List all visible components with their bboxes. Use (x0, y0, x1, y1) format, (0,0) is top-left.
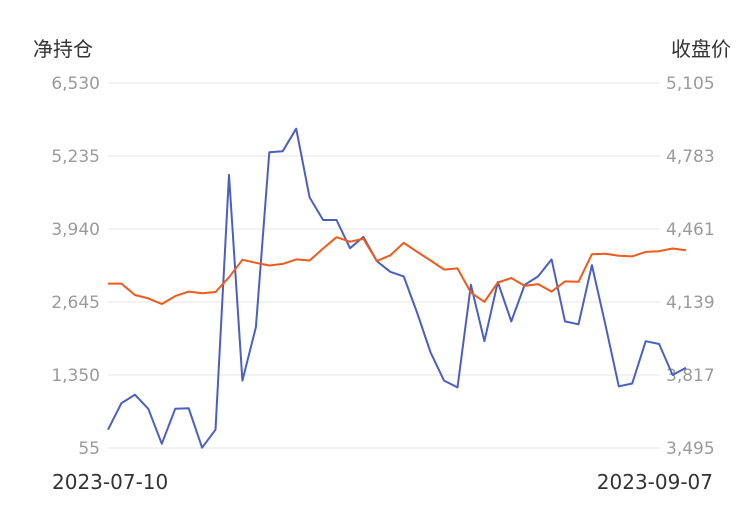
left-tick-label: 55 (78, 439, 100, 459)
right-tick-labels: 3,495 3,817 4,139 4,461 4,783 5,105 (666, 74, 715, 459)
left-tick-label: 6,530 (51, 74, 100, 94)
left-tick-label: 3,940 (51, 220, 100, 240)
right-tick-label: 4,783 (666, 147, 715, 167)
left-tick-label: 5,235 (51, 147, 100, 167)
left-tick-label: 2,645 (51, 293, 100, 313)
x-start-label: 2023-07-10 (52, 470, 168, 494)
right-tick-label: 5,105 (666, 74, 715, 94)
left-axis-title: 净持仓 (33, 37, 93, 61)
left-tick-labels: 55 1,350 2,645 3,940 5,235 6,530 (51, 74, 100, 459)
net-position-line (107, 127, 687, 449)
right-tick-label: 4,461 (666, 220, 715, 240)
right-tick-label: 3,495 (666, 439, 715, 459)
x-end-label: 2023-09-07 (597, 470, 713, 494)
right-tick-label: 3,817 (666, 366, 715, 386)
right-tick-label: 4,139 (666, 293, 715, 313)
left-tick-label: 1,350 (51, 366, 100, 386)
series-lines (107, 127, 687, 449)
right-axis-title: 收盘价 (671, 37, 731, 61)
grid-lines (108, 82, 660, 449)
closing-price-line (108, 236, 687, 305)
